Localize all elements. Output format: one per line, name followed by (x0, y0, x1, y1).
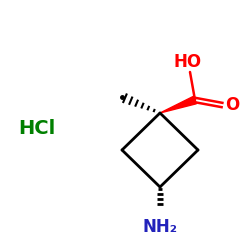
Text: HCl: HCl (18, 118, 55, 138)
Text: NH₂: NH₂ (142, 218, 178, 236)
Text: O: O (225, 96, 239, 114)
Polygon shape (160, 96, 196, 113)
Text: HO: HO (174, 53, 202, 71)
